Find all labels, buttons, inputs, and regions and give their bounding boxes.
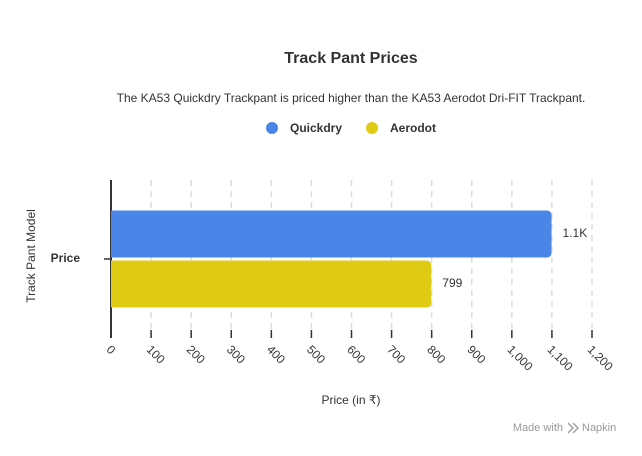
x-tick-label: 600	[344, 342, 368, 366]
footer-brand: Napkin	[582, 422, 616, 434]
data-label: 799	[442, 276, 462, 290]
legend-label: Quickdry	[290, 121, 342, 135]
x-tick-label: 300	[224, 342, 248, 366]
x-tick-label: 200	[184, 342, 208, 366]
footer-logo	[567, 422, 579, 434]
x-tick-label: 900	[464, 342, 488, 366]
chart-subtitle: The KA53 Quickdry Trackpant is priced hi…	[117, 91, 586, 105]
x-tick-label: 100	[144, 342, 168, 366]
x-tick-label: 1,000	[504, 342, 535, 373]
x-tick-label: 400	[264, 342, 288, 366]
footer-text: Made with	[513, 422, 563, 434]
y-tick-label: Price	[51, 251, 81, 265]
x-axis-label: Price (in ₹)	[322, 393, 381, 407]
data-label: 1.1K	[563, 226, 588, 240]
legend-swatch	[366, 122, 378, 134]
x-tick-label: 500	[304, 342, 328, 366]
x-tick-label: 1,100	[545, 342, 576, 373]
x-tick-label: 800	[424, 342, 448, 366]
x-tick-label: 1,200	[585, 342, 616, 373]
bar	[111, 210, 552, 258]
x-tick-label: 700	[384, 342, 408, 366]
legend-swatch	[266, 122, 278, 134]
bar	[111, 260, 432, 308]
legend-label: Aerodot	[390, 121, 436, 135]
chart-title: Track Pant Prices	[284, 50, 418, 67]
y-axis-label: Track Pant Model	[24, 209, 38, 303]
x-tick-label: 0	[104, 342, 119, 357]
